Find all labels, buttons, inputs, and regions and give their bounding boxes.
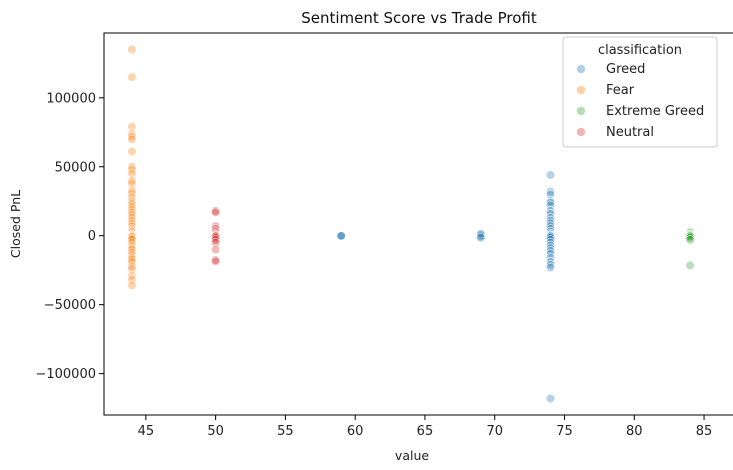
legend-title: classification	[598, 43, 682, 58]
point-greed	[476, 233, 486, 243]
point-fear	[127, 122, 137, 132]
legend-label-fear: Fear	[606, 83, 635, 98]
point-greed	[545, 187, 556, 197]
point-fear	[127, 178, 137, 188]
point-greed	[545, 216, 556, 226]
x-tick-label: 85	[696, 424, 713, 439]
point-fear	[127, 254, 137, 264]
point-neutral	[211, 235, 221, 245]
legend-marker-fear	[576, 85, 586, 95]
point-fear	[127, 44, 137, 55]
point-greed	[545, 240, 556, 250]
legend-box	[562, 36, 718, 148]
legend-label-greed: Greed	[606, 62, 645, 77]
point-fear	[127, 275, 137, 285]
point-neutral	[211, 207, 221, 217]
plot-frame	[103, 32, 733, 416]
legend-label-extreme-greed: Extreme Greed	[606, 104, 704, 119]
y-tick-label: 100000	[46, 91, 96, 106]
point-fear	[127, 261, 137, 271]
point-greed	[336, 231, 346, 241]
point-greed	[545, 262, 556, 273]
x-axis-label: value	[395, 448, 429, 463]
point-fear	[127, 131, 137, 141]
point-fear	[127, 185, 137, 195]
x-tick-label: 50	[207, 424, 224, 439]
point-greed	[545, 235, 556, 245]
legend-label-neutral: Neutral	[606, 125, 654, 140]
point-fear	[127, 264, 137, 274]
x-tick-label: 70	[486, 424, 503, 439]
y-tick-label: −100000	[35, 367, 96, 382]
point-neutral	[211, 233, 221, 243]
point-fear	[127, 238, 137, 248]
point-fear	[127, 247, 137, 257]
x-tick-label: 75	[556, 424, 573, 439]
legend-marker-greed	[576, 64, 586, 74]
point-fear	[127, 280, 137, 291]
chart-title: Sentiment Score vs Trade Profit	[301, 9, 537, 27]
legend-marker-extreme-greed	[576, 106, 586, 116]
point-neutral	[211, 238, 221, 248]
point-fear	[127, 176, 137, 186]
point-greed	[545, 189, 556, 199]
point-greed	[545, 260, 556, 270]
point-fear	[127, 202, 137, 212]
point-fear	[127, 147, 137, 157]
point-greed	[545, 198, 556, 208]
point-extreme-greed	[685, 260, 695, 271]
point-fear	[127, 169, 137, 179]
y-tick-label: −50000	[44, 298, 96, 313]
point-greed	[545, 233, 556, 243]
point-fear	[127, 162, 137, 172]
point-fear	[127, 72, 137, 82]
point-neutral	[211, 244, 221, 255]
y-tick-label: 0	[88, 229, 96, 244]
point-greed	[545, 243, 556, 253]
y-axis: −100000 −50000 0 50000 100000	[35, 91, 104, 382]
x-axis: 45 50 55 60 65 70 75 80 85	[138, 415, 713, 439]
x-tick-label: 55	[277, 424, 294, 439]
point-fear	[127, 129, 137, 139]
point-extreme-greed	[685, 233, 695, 243]
x-tick-label: 80	[626, 424, 643, 439]
point-extreme-greed	[685, 235, 695, 245]
points-layer	[127, 44, 695, 404]
point-greed	[545, 246, 556, 256]
x-tick-label: 65	[417, 424, 434, 439]
point-neutral	[211, 256, 221, 266]
point-greed	[545, 393, 556, 404]
point-greed	[545, 206, 556, 216]
point-greed	[545, 238, 556, 248]
legend-marker-neutral	[576, 127, 586, 137]
point-fear	[127, 235, 137, 245]
x-tick-label: 45	[138, 424, 155, 439]
y-axis-label: Closed PnL	[8, 190, 23, 258]
y-tick-label: 50000	[55, 160, 96, 175]
legend: classification Greed Fear Extreme Greed Neut…	[562, 36, 718, 148]
point-greed	[545, 257, 556, 267]
point-fear	[127, 216, 137, 226]
point-fear	[127, 134, 137, 144]
point-fear	[127, 244, 137, 255]
x-tick-label: 60	[347, 424, 364, 439]
point-greed	[545, 170, 556, 180]
